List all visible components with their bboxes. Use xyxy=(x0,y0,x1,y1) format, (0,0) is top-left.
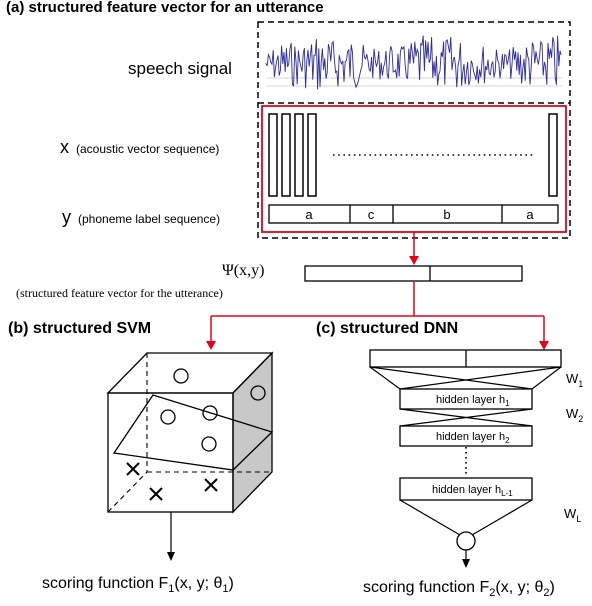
panel-b-title: (b) structured SVM xyxy=(8,320,151,337)
positive-sample xyxy=(173,368,189,384)
arrow-head xyxy=(409,256,419,265)
x-description: (acoustic vector sequence) xyxy=(76,142,219,156)
separating-hyperplane xyxy=(112,394,274,471)
positive-sample xyxy=(202,405,218,421)
hidden-layer-1-label: hidden layer h1 xyxy=(436,394,510,408)
acoustic-vector xyxy=(268,113,278,197)
dnn-scoring-function: scoring function F2(x, y; θ2) xyxy=(363,579,555,599)
y-description: (phoneme label sequence) xyxy=(78,212,220,226)
hidden-layer-2 xyxy=(399,425,533,447)
panel-c-title: (c) structured DNN xyxy=(316,320,458,337)
hidden-layer-1 xyxy=(399,388,533,410)
negative-sample xyxy=(149,487,163,501)
hidden-layer-last xyxy=(399,477,533,501)
acoustic-vector xyxy=(307,113,317,197)
acoustic-vector xyxy=(281,113,291,197)
dnn-network xyxy=(369,349,562,568)
negative-sample xyxy=(204,478,218,492)
weight-connection-w2 xyxy=(399,408,533,427)
weight-label-wl: WL xyxy=(564,506,581,524)
phoneme-box xyxy=(268,204,559,224)
y-symbol: y xyxy=(62,207,71,227)
weight-label-w2: W2 xyxy=(566,406,583,424)
speech-waveform xyxy=(265,35,562,90)
speech-signal-label: speech signal xyxy=(128,59,232,78)
phoneme-label: a xyxy=(305,207,313,222)
phoneme-sequence: a c b a xyxy=(268,204,559,224)
psi-vector xyxy=(304,265,523,282)
positive-sample xyxy=(250,385,266,401)
hidden-layer-2-label: hidden layer h2 xyxy=(436,431,510,445)
svm-scoring-function: scoring function F1(x, y; θ1) xyxy=(42,575,234,595)
acoustic-vectors xyxy=(268,113,558,197)
phoneme-label: c xyxy=(368,207,375,222)
x-symbol: x xyxy=(60,137,69,157)
negative-sample xyxy=(126,462,140,476)
psi-label: Ψ(x,y) xyxy=(222,262,264,279)
panel-a-title: (a) structured feature vector for an utt… xyxy=(6,0,324,16)
acoustic-vector xyxy=(294,113,304,197)
weight-connection-wl xyxy=(399,499,533,536)
acoustic-vector xyxy=(548,113,558,197)
phoneme-label: b xyxy=(443,207,450,222)
positive-sample xyxy=(160,409,176,425)
cube-side-face xyxy=(232,351,273,514)
svm-cube xyxy=(106,351,274,561)
phoneme-label: a xyxy=(526,207,534,222)
branch-connectors xyxy=(206,281,549,350)
hidden-layer-last-label: hidden layer hL-1 xyxy=(432,484,513,498)
psi-description: (structured feature vector for the utter… xyxy=(16,286,223,300)
weight-label-w1: W1 xyxy=(566,371,583,389)
dnn-output-node xyxy=(456,531,476,551)
weight-connection-w1 xyxy=(369,366,562,390)
positive-sample xyxy=(201,436,217,452)
cube-top-face xyxy=(106,352,274,394)
